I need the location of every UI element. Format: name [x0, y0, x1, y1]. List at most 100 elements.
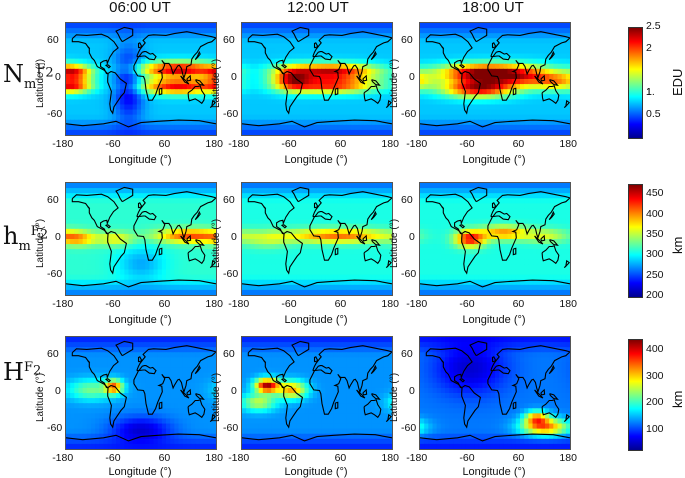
heatmap-cell [537, 270, 542, 276]
heatmap-cell [174, 264, 179, 270]
heatmap-cell [359, 183, 364, 189]
heatmap-cell [441, 38, 446, 44]
heatmap-cell [183, 244, 188, 250]
heatmap-cell [212, 28, 216, 34]
heatmap-cell [537, 275, 542, 281]
heatmap-cell [208, 203, 213, 209]
heatmap-cell [495, 64, 500, 70]
heatmap-cell [346, 249, 351, 255]
heatmap-cell [338, 208, 343, 214]
heatmap-cell [191, 290, 196, 295]
heatmap-cell [545, 229, 550, 235]
heatmap-cell [79, 115, 84, 121]
heatmap-cell [154, 239, 159, 245]
heatmap-cell [355, 239, 360, 245]
heatmap-cell [363, 229, 368, 235]
heatmap-cell [342, 290, 347, 295]
heatmap-panel [65, 182, 217, 296]
heatmap-cell [95, 104, 100, 110]
heatmap-panel [419, 22, 571, 136]
heatmap-cell [250, 94, 255, 100]
heatmap-cell [524, 259, 529, 265]
heatmap-cell [355, 104, 360, 110]
heatmap-cell [104, 125, 109, 131]
heatmap-cell [154, 342, 159, 348]
heatmap-cell [292, 64, 297, 70]
heatmap-cell [516, 249, 521, 255]
heatmap-cell [495, 28, 500, 34]
heatmap-cell [499, 64, 504, 70]
heatmap-cell [566, 219, 570, 225]
heatmap-cell [541, 285, 546, 291]
heatmap-cell [474, 54, 479, 60]
heatmap-cell [491, 28, 496, 34]
heatmap-cell [271, 259, 276, 265]
heatmap-cell [524, 130, 529, 135]
heatmap-cell [483, 229, 488, 235]
heatmap-cell [263, 270, 268, 276]
heatmap-cell [441, 188, 446, 194]
heatmap-cell [424, 239, 429, 245]
heatmap-cell [246, 115, 251, 121]
heatmap-cell [528, 94, 533, 100]
heatmap-cell [145, 125, 150, 131]
heatmap-cell [445, 79, 450, 85]
heatmap-cell [183, 347, 188, 353]
heatmap-cell [466, 74, 471, 80]
heatmap-svg [242, 183, 392, 295]
heatmap-cell [166, 342, 171, 348]
heatmap-cell [334, 259, 339, 265]
heatmap-cell [179, 337, 184, 343]
heatmap-cell [449, 239, 454, 245]
heatmap-cell [124, 188, 129, 194]
heatmap-cell [384, 234, 389, 240]
heatmap-cell [91, 239, 96, 245]
heatmap-cell [441, 239, 446, 245]
heatmap-cell [158, 115, 163, 121]
heatmap-cell [267, 203, 272, 209]
heatmap-cell [187, 285, 192, 291]
heatmap-cell [79, 33, 84, 39]
heatmap-cell [141, 342, 146, 348]
heatmap-cell [330, 74, 335, 80]
heatmap-cell [288, 54, 293, 60]
heatmap-cell [371, 115, 376, 121]
heatmap-cell [363, 23, 368, 29]
heatmap-cell [166, 43, 171, 49]
heatmap-cell [124, 208, 129, 214]
heatmap-cell [537, 84, 542, 90]
heatmap-cell [346, 104, 351, 110]
heatmap-cell [133, 239, 138, 245]
heatmap-cell [74, 259, 79, 265]
heatmap-cell [296, 229, 301, 235]
heatmap-cell [346, 285, 351, 291]
heatmap-cell [187, 43, 192, 49]
heatmap-cell [433, 280, 438, 286]
heatmap-cell [259, 264, 264, 270]
heatmap-cell [162, 239, 167, 245]
heatmap-cell [154, 110, 159, 116]
heatmap-cell [74, 64, 79, 70]
heatmap-cell [342, 115, 347, 121]
heatmap-cell [191, 43, 196, 49]
heatmap-cell [562, 208, 567, 214]
heatmap-cell [99, 28, 104, 34]
heatmap-cell [321, 110, 326, 116]
heatmap-cell [70, 79, 75, 85]
heatmap-cell [154, 23, 159, 29]
heatmap-cell [137, 183, 142, 189]
heatmap-cell [70, 110, 75, 116]
heatmap-cell [375, 23, 380, 29]
heatmap-cell [145, 234, 150, 240]
heatmap-cell [183, 43, 188, 49]
heatmap-cell [183, 104, 188, 110]
heatmap-cell [367, 110, 372, 116]
heatmap-cell [95, 84, 100, 90]
heatmap-cell [79, 193, 84, 199]
heatmap-cell [91, 188, 96, 194]
heatmap-cell [334, 270, 339, 276]
heatmap-cell [562, 224, 567, 230]
heatmap-cell [503, 115, 508, 121]
heatmap-cell [380, 115, 385, 121]
heatmap-cell [321, 290, 326, 295]
